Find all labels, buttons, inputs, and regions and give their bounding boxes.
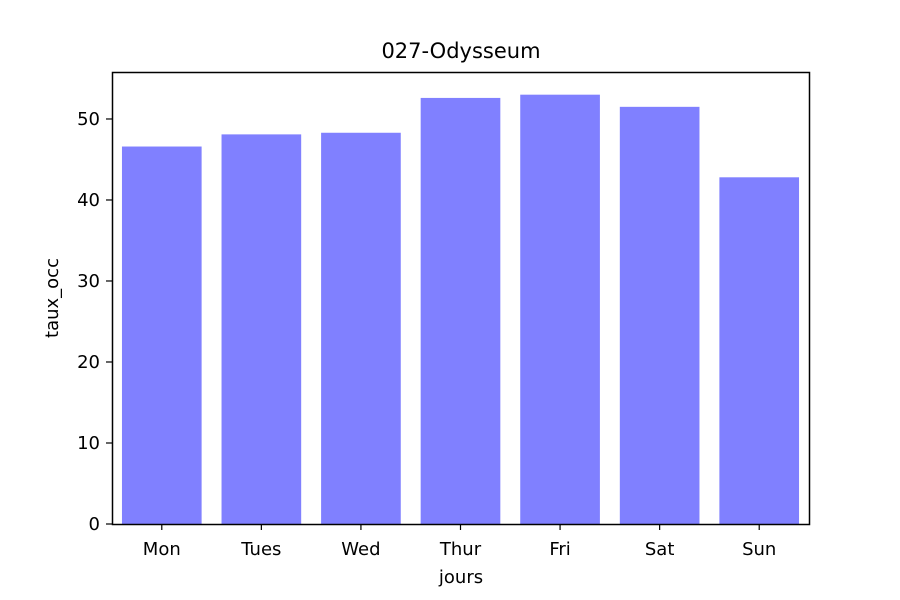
y-tick-label-40: 40 xyxy=(77,190,100,211)
bar-wed xyxy=(321,132,401,524)
y-tick-label-50: 50 xyxy=(77,109,100,130)
bar-fri xyxy=(520,94,600,524)
y-tick-label-30: 30 xyxy=(77,271,100,292)
bar-sat xyxy=(619,106,700,524)
x-tick-label-sat: Sat xyxy=(645,539,675,560)
bars-group xyxy=(121,94,800,525)
x-tick-label-fri: Fri xyxy=(549,539,570,560)
y-axis-label: taux_occ xyxy=(42,258,63,338)
y-tick-label-20: 20 xyxy=(77,352,100,373)
x-axis-label: jours xyxy=(438,567,483,588)
bar-sun xyxy=(719,177,800,524)
x-axis-ticks: Mon Tues Wed Thur Fri Sat Sun xyxy=(143,524,776,560)
x-tick-label-mon: Mon xyxy=(143,539,181,560)
plot-frame xyxy=(111,71,811,526)
bar-mon xyxy=(121,146,202,524)
x-tick-label-tues: Tues xyxy=(240,539,281,560)
x-tick-label-wed: Wed xyxy=(341,539,380,560)
bar-thur xyxy=(420,97,501,525)
x-tick-label-thur: Thur xyxy=(439,539,482,560)
y-tick-label-0: 0 xyxy=(89,514,100,535)
y-axis-ticks: 0 10 20 30 40 50 xyxy=(77,109,112,535)
x-tick-label-sun: Sun xyxy=(742,539,776,560)
chart-title: 027-Odysseum xyxy=(381,39,540,63)
y-tick-label-10: 10 xyxy=(77,433,100,454)
bar-tues xyxy=(221,134,302,525)
